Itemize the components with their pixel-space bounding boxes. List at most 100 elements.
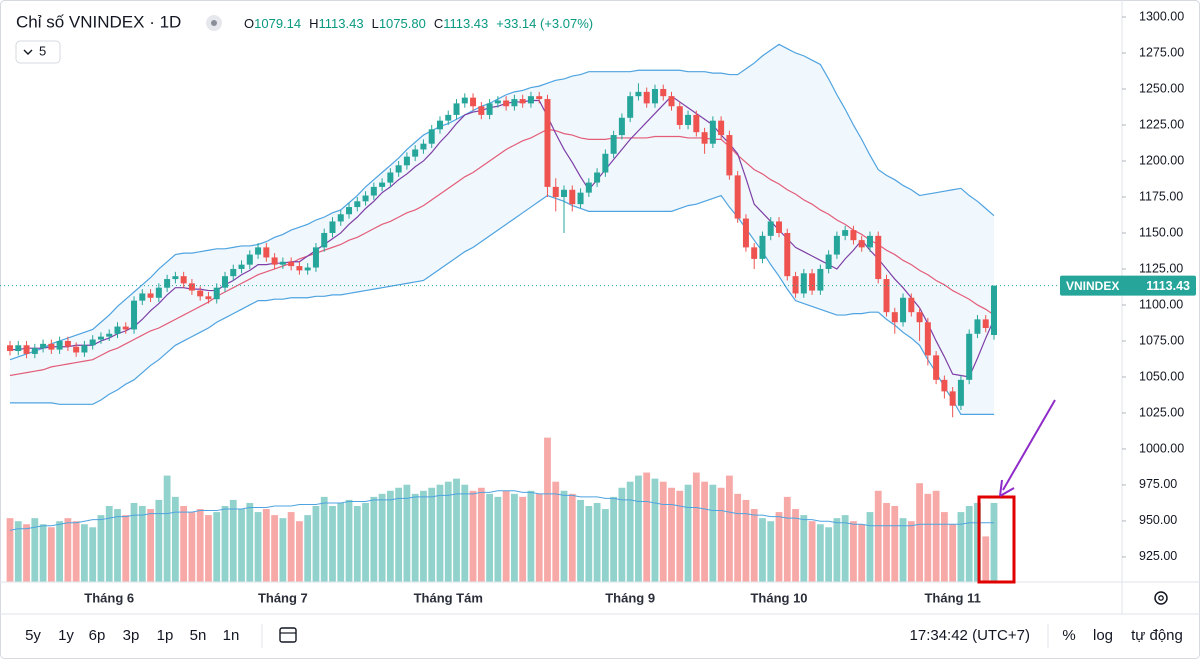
volume-bar bbox=[486, 493, 493, 582]
volume-bar bbox=[362, 502, 369, 582]
candle-body bbox=[933, 355, 940, 380]
volume-bar bbox=[899, 518, 907, 582]
volume-bar bbox=[874, 490, 882, 582]
volume-bar bbox=[163, 475, 171, 582]
candle-body bbox=[321, 232, 328, 248]
settings-button[interactable] bbox=[1154, 591, 1168, 605]
volume-bar bbox=[709, 484, 717, 582]
highlight-box bbox=[977, 495, 1016, 584]
y-tick-label: 1125.00 bbox=[1139, 261, 1183, 275]
calendar-icon[interactable] bbox=[279, 627, 297, 643]
candle-body bbox=[776, 221, 783, 233]
candle-body bbox=[312, 247, 319, 268]
candle-body bbox=[370, 186, 377, 196]
candle-body bbox=[610, 135, 617, 154]
volume-bar bbox=[287, 512, 295, 582]
volume-bar bbox=[477, 487, 485, 582]
indicator-toggle[interactable]: 5 bbox=[15, 40, 61, 64]
y-tick-label: 1225.00 bbox=[1139, 117, 1184, 131]
candle-body bbox=[585, 182, 592, 193]
candle-body bbox=[114, 326, 121, 334]
candle-body bbox=[577, 192, 584, 205]
scale-option[interactable]: % bbox=[1062, 627, 1075, 644]
volume-bar bbox=[138, 506, 146, 582]
volume-bar bbox=[775, 512, 783, 582]
scale-option[interactable]: log bbox=[1093, 627, 1113, 644]
range-button[interactable]: 6p bbox=[89, 627, 106, 644]
y-tick-label: 950.00 bbox=[1139, 513, 1177, 527]
candle-body bbox=[594, 172, 601, 183]
candle-body bbox=[635, 91, 642, 97]
chevron bbox=[23, 49, 33, 55]
volume-bar bbox=[651, 478, 659, 582]
candle-body bbox=[908, 297, 915, 313]
date-range-button[interactable] bbox=[279, 627, 297, 643]
candle-body bbox=[89, 339, 96, 346]
volume-bar bbox=[502, 490, 510, 582]
candle-body bbox=[866, 235, 873, 248]
indicator-line bbox=[9, 128, 995, 377]
arrow-head bbox=[999, 479, 1015, 497]
candle-body bbox=[701, 132, 708, 144]
candle-body bbox=[403, 156, 410, 166]
candle-body bbox=[792, 276, 799, 294]
volume-bar bbox=[444, 481, 452, 582]
scale-option[interactable]: tự động bbox=[1131, 627, 1183, 644]
x-tick-label: Tháng 11 bbox=[924, 590, 980, 605]
volume-bar bbox=[940, 512, 948, 582]
candle-body bbox=[941, 379, 948, 392]
candle-body bbox=[263, 247, 270, 258]
range-button[interactable]: 5y bbox=[25, 627, 41, 644]
candle-body bbox=[974, 319, 981, 334]
candle-body bbox=[676, 106, 683, 125]
range-button[interactable]: 3p bbox=[123, 627, 140, 644]
candle-body bbox=[709, 120, 716, 144]
range-button[interactable]: 1n bbox=[223, 627, 240, 644]
candle-body bbox=[478, 106, 485, 115]
candle-body bbox=[519, 99, 526, 104]
gear[interactable] bbox=[1154, 591, 1168, 605]
candle-body bbox=[949, 391, 956, 406]
volume-bar bbox=[97, 515, 105, 582]
volume-bar bbox=[105, 506, 113, 582]
candle-body bbox=[825, 254, 832, 269]
y-tick-label: 1175.00 bbox=[1139, 189, 1183, 203]
indicator-toggle-box[interactable] bbox=[15, 40, 61, 64]
candle-body bbox=[544, 99, 551, 187]
candle-body bbox=[527, 96, 534, 104]
volume-bar bbox=[320, 496, 328, 582]
volume-bar bbox=[171, 496, 179, 582]
volume-bar bbox=[643, 472, 651, 582]
band-fill bbox=[10, 44, 994, 415]
range-button[interactable]: 5n bbox=[190, 627, 207, 644]
candle-body bbox=[7, 345, 13, 352]
candle-body bbox=[180, 276, 187, 284]
volume-bar bbox=[122, 515, 130, 582]
volume-bar bbox=[296, 521, 303, 582]
candle-body bbox=[255, 247, 262, 255]
volume-bar bbox=[155, 499, 163, 582]
candle-body bbox=[428, 129, 435, 144]
volume-bar bbox=[907, 521, 915, 582]
candle-body bbox=[329, 221, 336, 233]
ohlc-value: 1113.43 bbox=[443, 16, 488, 31]
candle-body bbox=[569, 189, 576, 205]
volume-bar bbox=[395, 487, 403, 582]
y-tick-label: 1275.00 bbox=[1139, 45, 1184, 59]
volume-bar bbox=[229, 499, 237, 582]
candle-body bbox=[511, 99, 518, 107]
candle-body bbox=[445, 114, 452, 121]
volume-bar bbox=[31, 518, 39, 582]
volume-bar bbox=[783, 496, 791, 582]
volume-bar bbox=[353, 506, 361, 582]
volume-bar bbox=[825, 527, 833, 582]
volume-bar bbox=[734, 493, 742, 582]
candle-body bbox=[97, 336, 104, 340]
volume-bar bbox=[14, 521, 22, 582]
chart-title: Chỉ số VNINDEX · 1D bbox=[16, 12, 181, 31]
range-button[interactable]: 1p bbox=[157, 627, 174, 644]
candle-body bbox=[420, 143, 427, 150]
candle-body bbox=[238, 264, 245, 269]
range-button[interactable]: 1y bbox=[58, 627, 74, 644]
volume-bar bbox=[494, 496, 502, 582]
